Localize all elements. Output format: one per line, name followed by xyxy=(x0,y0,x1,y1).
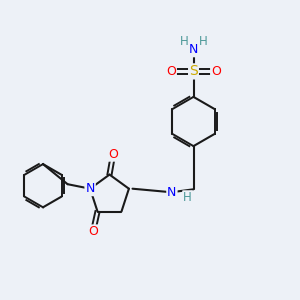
Text: H: H xyxy=(179,35,188,48)
Text: N: N xyxy=(189,43,198,56)
Text: H: H xyxy=(199,35,208,48)
Text: N: N xyxy=(167,186,177,199)
Text: O: O xyxy=(88,225,98,239)
Text: S: S xyxy=(189,64,198,78)
Text: H: H xyxy=(183,191,192,204)
Text: O: O xyxy=(166,65,176,78)
Text: O: O xyxy=(211,65,221,78)
Text: O: O xyxy=(108,148,118,161)
Text: N: N xyxy=(85,182,95,195)
